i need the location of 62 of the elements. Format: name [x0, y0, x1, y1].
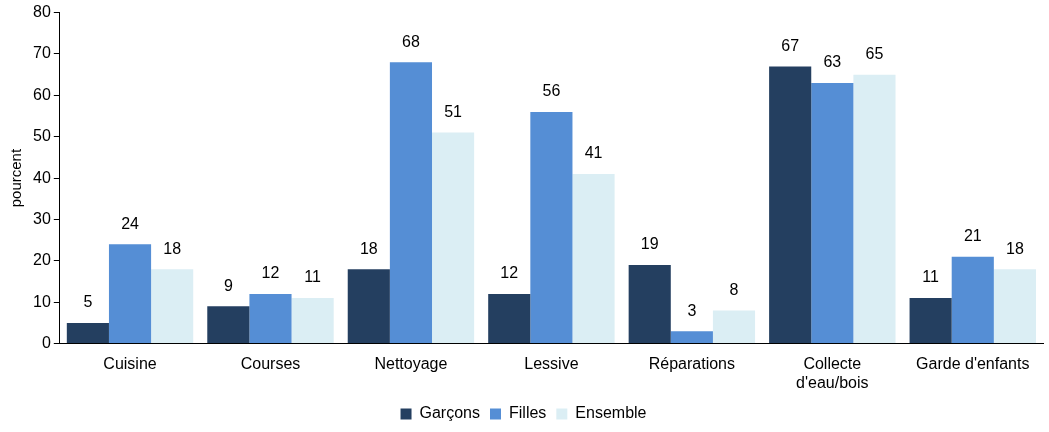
bar [530, 111, 573, 344]
x-tick-label: Réparations [648, 354, 735, 372]
data-label: 8 [729, 280, 739, 298]
data-label: 11 [304, 268, 322, 286]
y-tick-label: 60 [33, 85, 51, 103]
data-label: 65 [865, 45, 884, 63]
x-tick-label: Courses [240, 354, 301, 372]
bar [993, 269, 1036, 344]
bar [347, 269, 390, 344]
bar [151, 269, 194, 344]
bar [909, 298, 952, 344]
data-label: 67 [781, 36, 800, 54]
data-label: 18 [359, 239, 378, 257]
data-label: 9 [223, 276, 233, 294]
data-label: 3 [687, 301, 697, 319]
bar [811, 82, 854, 344]
data-label: 56 [542, 82, 561, 100]
x-tick-label: Garde d'enfants [916, 354, 1030, 372]
bar [712, 310, 756, 344]
legend-label: Ensemble [575, 404, 647, 422]
x-tick-label: Lessive [524, 354, 579, 372]
bar [432, 132, 475, 344]
data-label: 51 [444, 102, 463, 120]
data-label: 21 [963, 227, 982, 245]
y-tick-label: 0 [41, 334, 51, 352]
bar [572, 173, 615, 344]
x-tick-label: Nettoyage [374, 354, 448, 372]
data-label: 24 [121, 214, 140, 232]
y-axis-title: pourcent [7, 148, 25, 208]
bar [853, 74, 896, 344]
data-label: 18 [163, 239, 182, 257]
bar [291, 298, 334, 344]
data-label: 19 [640, 235, 659, 253]
bar [249, 293, 292, 344]
bar [389, 62, 433, 344]
data-label: 68 [402, 32, 420, 50]
bar [670, 331, 713, 344]
y-tick-label: 70 [33, 44, 51, 62]
legend-label: Filles [508, 404, 547, 422]
data-label: 63 [823, 53, 842, 71]
data-label: 11 [922, 268, 940, 286]
bar [628, 264, 671, 344]
y-tick-label: 10 [33, 292, 51, 310]
y-tick-label: 50 [33, 127, 51, 145]
data-label: 5 [83, 293, 93, 311]
x-tick-label: Collecte d'eau/bois [796, 354, 869, 391]
bar [769, 66, 812, 344]
data-label: 41 [584, 144, 603, 162]
data-label: 12 [500, 264, 519, 282]
y-tick-label: 20 [33, 251, 51, 269]
x-tick-label: Cuisine [103, 354, 157, 372]
data-label: 18 [1006, 239, 1024, 257]
bar [488, 293, 531, 344]
y-tick-label: 80 [33, 3, 51, 21]
legend-label: Garçons [419, 404, 480, 422]
y-tick-label: 30 [33, 209, 51, 227]
bar [207, 306, 250, 344]
bar [108, 244, 152, 344]
data-label: 12 [261, 264, 280, 282]
y-tick-label: 40 [33, 168, 51, 186]
bar [951, 256, 994, 344]
bar [66, 322, 109, 344]
